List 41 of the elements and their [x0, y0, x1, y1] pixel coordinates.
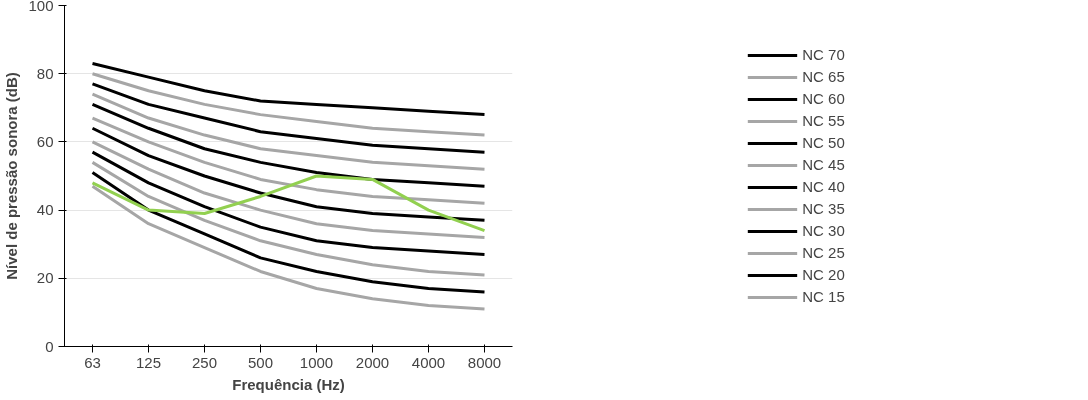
legend-label: NC 65: [802, 67, 845, 86]
legend-label: NC 60: [802, 89, 845, 108]
legend-label: NC 40: [802, 177, 845, 196]
line-series: [91, 61, 486, 117]
line-series: [91, 140, 486, 239]
x-axis-title: Frequência (Hz): [232, 375, 345, 393]
line-series: [91, 160, 486, 277]
x-tick-label: 63: [84, 353, 101, 371]
x-tick-label: 500: [247, 353, 274, 371]
legend-label: NC 55: [802, 111, 845, 130]
line-series: [91, 92, 486, 171]
legend-label: NC 70: [802, 45, 845, 64]
line-series: [91, 102, 486, 188]
line-series: [91, 150, 486, 256]
legend-label: NC 50: [802, 133, 845, 152]
line-series: [91, 116, 486, 205]
y-tick-label: 80: [36, 64, 54, 82]
legend-label: NC 45: [802, 155, 845, 174]
legend-label: NC 20: [802, 265, 845, 284]
y-tick-label: 100: [28, 0, 54, 14]
line-series: [91, 72, 486, 137]
line-series: [91, 82, 486, 154]
legend-label: NC 25: [802, 243, 845, 262]
x-tick-label: 1000: [299, 353, 334, 371]
x-tick-label: 8000: [467, 353, 502, 371]
line-series: [91, 174, 486, 233]
line-series: [91, 126, 486, 222]
legend-label: NC 30: [802, 221, 845, 240]
x-tick-label: 250: [191, 353, 218, 371]
y-tick-label: 20: [36, 269, 54, 287]
x-tick-label: 2000: [355, 353, 390, 371]
line-series: [91, 184, 486, 311]
legend-label: NC 35: [802, 199, 845, 218]
y-tick-label: 60: [36, 132, 54, 150]
line-series: [91, 171, 486, 294]
y-tick-label: 0: [45, 337, 54, 355]
legend-label: NC 15: [802, 287, 845, 306]
x-tick-label: 125: [135, 353, 162, 371]
y-tick-label: 40: [36, 201, 54, 219]
y-axis-title: Nível de pressão sonora (dB): [3, 72, 21, 280]
x-tick-label: 4000: [411, 353, 446, 371]
